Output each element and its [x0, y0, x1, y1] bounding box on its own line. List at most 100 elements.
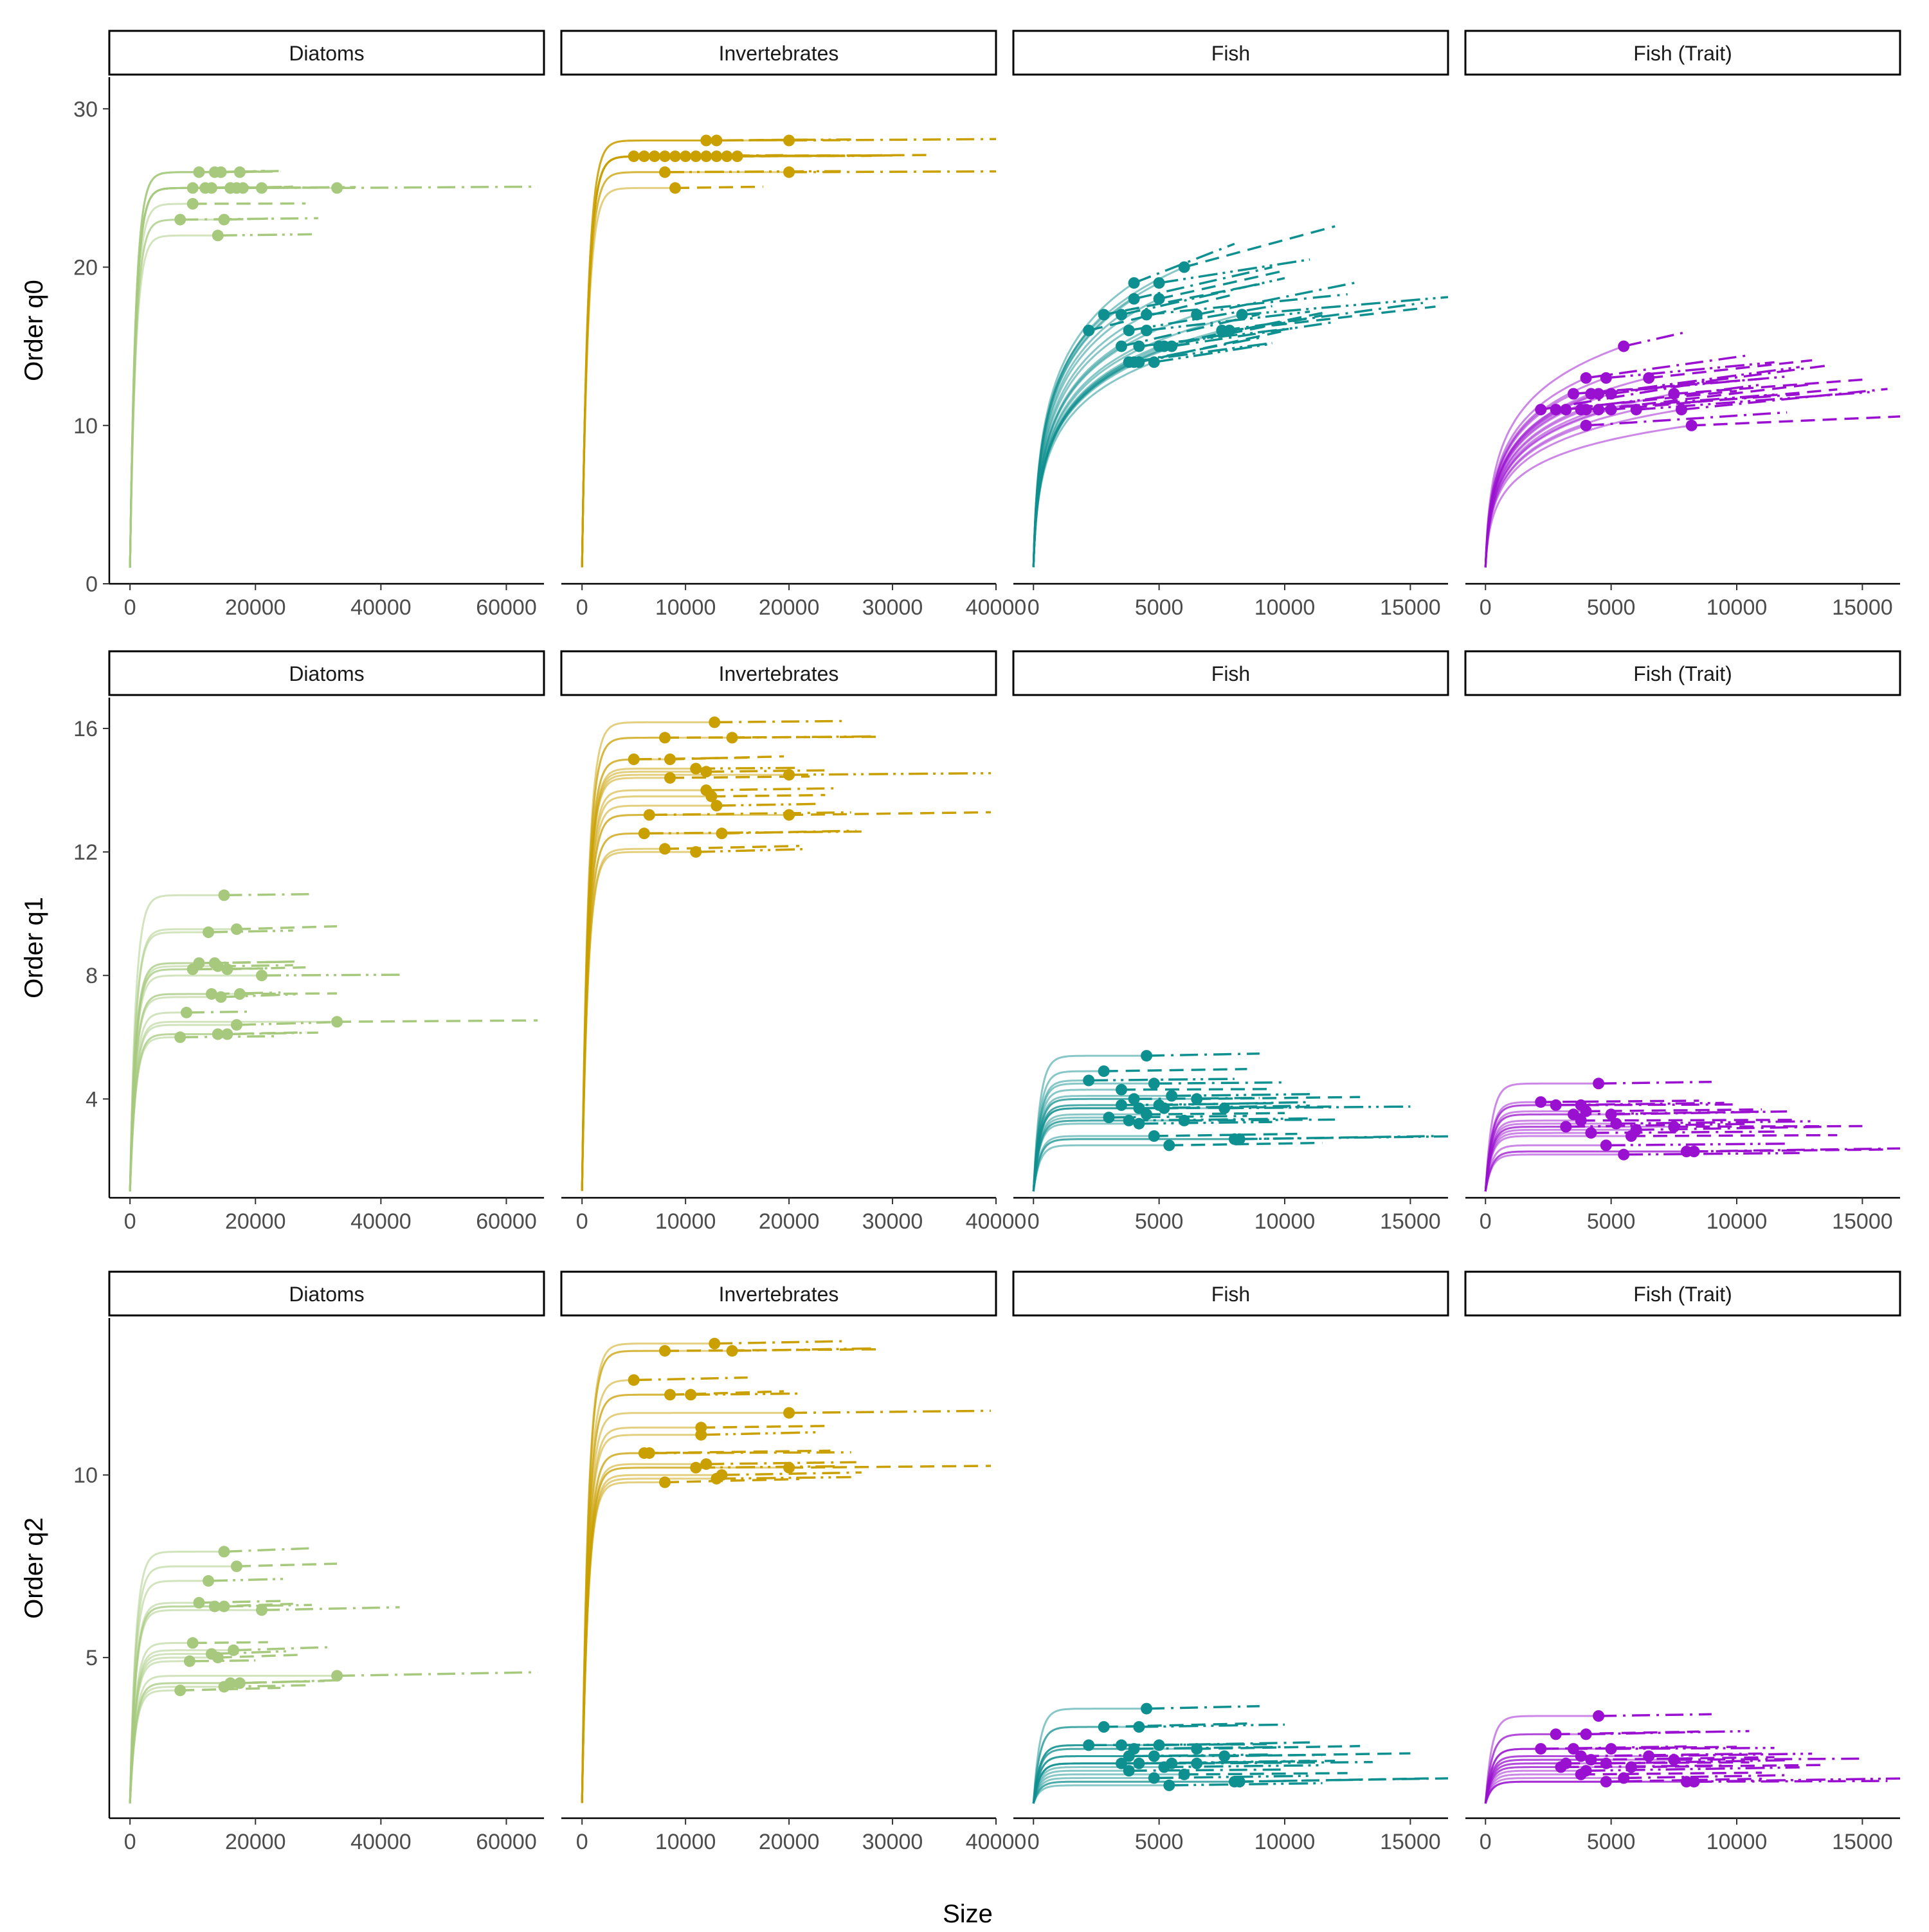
- x-tick-label: 15000: [1832, 595, 1893, 620]
- observed-point: [1580, 372, 1592, 384]
- observed-point: [231, 1560, 242, 1573]
- extrapolation-line: [224, 892, 312, 897]
- interpolation-curve: [581, 851, 696, 1191]
- panel-fish-trait-row-2: [1484, 1078, 1901, 1192]
- observed-point: [1083, 325, 1095, 336]
- extrapolation-line: [217, 1654, 300, 1659]
- observed-point: [1688, 1146, 1700, 1157]
- facet-strip-label: Fish: [1211, 662, 1250, 685]
- interpolation-curve: [129, 974, 262, 1192]
- facet-strip-fish: [1012, 30, 1449, 76]
- interpolation-curve: [1484, 1762, 1606, 1804]
- extrapolation-line: [227, 1031, 318, 1036]
- extrapolation-line: [1088, 293, 1235, 332]
- extrapolation-line: [337, 1019, 538, 1024]
- extrapolation-line: [236, 1562, 338, 1567]
- interpolation-curve: [1484, 1082, 1599, 1191]
- panel-invertebrates-row-2: [581, 716, 992, 1191]
- extrapolation-line: [1606, 361, 1775, 379]
- extrapolation-line: [1184, 1118, 1336, 1122]
- observed-point: [212, 230, 224, 242]
- extrapolation-line: [186, 1010, 249, 1014]
- extrapolation-line: [1128, 305, 1272, 332]
- extrapolation-line: [1586, 411, 1788, 427]
- extrapolation-line: [1128, 341, 1272, 364]
- observed-point: [231, 182, 242, 194]
- interpolation-curve: [1032, 361, 1155, 568]
- extrapolation-line: [1139, 1121, 1272, 1125]
- interpolation-curve: [1032, 1054, 1147, 1191]
- extrapolation-line: [1580, 1771, 1762, 1776]
- observed-point: [231, 923, 242, 935]
- extrapolation-line: [1591, 1130, 1775, 1134]
- observed-point: [1605, 1743, 1617, 1755]
- extrapolation-line: [1686, 1777, 1901, 1783]
- interpolation-curve: [1032, 1116, 1109, 1192]
- x-tick-label: 5000: [1135, 1209, 1184, 1234]
- observed-point: [256, 970, 267, 982]
- observed-point: [1116, 340, 1127, 352]
- extrapolation-line: [1146, 293, 1348, 316]
- extrapolation-line: [1631, 1133, 1838, 1137]
- extrapolation-line: [714, 1340, 846, 1345]
- extrapolation-line: [644, 1449, 831, 1454]
- observed-point: [690, 846, 702, 858]
- extrapolation-line: [789, 772, 992, 776]
- x-tick-label: 5000: [1587, 1830, 1636, 1854]
- extrapolation-line: [1611, 1746, 1775, 1750]
- y-tick-label: 12: [73, 840, 98, 865]
- observed-point: [1535, 404, 1547, 416]
- x-tick-label: 0: [124, 1830, 136, 1854]
- extrapolation-line: [180, 1686, 281, 1692]
- facet-strip-invertebrates: [560, 1270, 997, 1317]
- extrapolation-line: [1586, 1766, 1800, 1772]
- facet-strip-invertebrates: [560, 30, 997, 76]
- observed-point: [256, 1604, 267, 1616]
- observed-point: [1218, 1750, 1231, 1762]
- observed-point: [783, 769, 795, 781]
- observed-point: [1141, 1108, 1153, 1121]
- observed-point: [1116, 1083, 1127, 1096]
- observed-point: [783, 1461, 795, 1474]
- y-axis-title-row-3: Order q2: [20, 1517, 48, 1619]
- observed-point: [700, 766, 712, 778]
- extrapolation-line: [789, 1409, 992, 1414]
- x-tick-label: 40000: [966, 1830, 1027, 1854]
- extrapolation-line: [261, 1606, 400, 1612]
- interpolation-curve: [1484, 408, 1582, 568]
- interpolation-curve: [1484, 424, 1692, 568]
- facet-strip-label: Fish: [1211, 42, 1250, 65]
- extrapolation-line: [1681, 388, 1888, 411]
- extrapolation-line: [1121, 276, 1285, 316]
- y-tick-label: 30: [73, 97, 98, 122]
- x-tick-label: 0: [124, 1209, 136, 1234]
- observed-point: [1128, 293, 1140, 305]
- x-tick-label: 40000: [350, 1209, 412, 1234]
- x-tick-label: 0: [1480, 1830, 1492, 1854]
- observed-point: [669, 182, 681, 194]
- interpolation-curve: [1484, 1755, 1649, 1804]
- extrapolation-line: [1540, 379, 1712, 411]
- extrapolation-line: [1121, 313, 1260, 348]
- x-tick-label: 60000: [476, 1830, 537, 1854]
- observed-point: [1575, 1114, 1587, 1126]
- extrapolation-line: [233, 1646, 331, 1652]
- observed-point: [218, 1546, 230, 1558]
- extrapolation-line: [1169, 1782, 1323, 1787]
- extrapolation-line: [1139, 1723, 1285, 1728]
- interpolation-curve: [129, 1689, 181, 1804]
- x-tick-label: 20000: [225, 595, 286, 620]
- panel-diatoms-row-3: [129, 1546, 538, 1804]
- interpolation-curve: [1484, 345, 1624, 568]
- interpolation-curve: [1032, 1773, 1184, 1804]
- extrapolation-line: [691, 1392, 800, 1396]
- interpolation-curve: [1484, 1144, 1606, 1192]
- interpolation-curve: [1484, 424, 1587, 568]
- extrapolation-line: [208, 929, 293, 934]
- panel-fish-row-1: [1032, 225, 1449, 568]
- interpolation-curve: [1032, 1780, 1240, 1804]
- extrapolation-line: [714, 719, 846, 724]
- interpolation-curve: [581, 773, 790, 1191]
- panels-layer: Order q0 0 10 20 30 Order q1 4 8 12 16 Order q2 5 10…: [20, 30, 1901, 1854]
